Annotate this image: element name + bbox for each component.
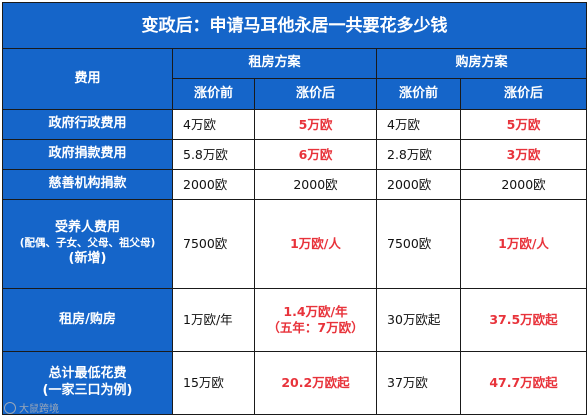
row-label: 租房/购房 (2, 287, 173, 352)
rent-before-cell: 2000欧 (172, 169, 255, 201)
fee-header: 费用 (2, 48, 173, 111)
rent-plan-header: 租房方案 (172, 48, 377, 80)
rent-after-cell: 5万欧 (254, 109, 377, 141)
row-label: 总计最低花费 (一家三口为例) (2, 350, 173, 416)
rent-after-header: 涨价后 (254, 78, 377, 111)
row-label-main: 总计最低花费 (48, 366, 127, 382)
buy-after-header: 涨价后 (459, 78, 588, 111)
table-row: 租房/购房 1万欧/年 1.4万欧/年 （五年：7万欧） 30万欧起 37.5万… (2, 287, 588, 352)
row-label: 政府行政费用 (2, 109, 173, 141)
buy-plan-header: 购房方案 (375, 48, 588, 80)
rent-before-cell: 7500欧 (172, 199, 255, 289)
table-row: 总计最低花费 (一家三口为例) 15万欧 20.2万欧起 37万欧 47.7万欧… (2, 350, 588, 416)
table-row: 慈善机构捐款 2000欧 2000欧 2000欧 2000欧 (2, 169, 588, 201)
row-label-main: 受养人费用 (54, 220, 120, 236)
rent-before-header: 涨价前 (172, 78, 255, 111)
rent-before-cell: 4万欧 (172, 109, 255, 141)
rent-after-note: （五年：7万欧） (267, 319, 364, 335)
rent-after-cell: 6万欧 (254, 139, 377, 171)
rent-before-cell: 5.8万欧 (172, 139, 255, 171)
buy-before-cell: 4万欧 (376, 109, 461, 141)
rent-after-cell: 1万欧/人 (254, 199, 377, 289)
row-label-sub2: (新增) (68, 250, 107, 266)
buy-after-cell: 1万欧/人 (459, 199, 588, 289)
buy-after-cell: 2000欧 (459, 169, 588, 201)
row-label: 慈善机构捐款 (2, 169, 173, 201)
table-row: 受养人费用 (配偶、子女、父母、祖父母) (新增) 7500欧 1万欧/人 75… (2, 199, 588, 289)
row-label: 受养人费用 (配偶、子女、父母、祖父母) (新增) (2, 199, 173, 289)
rent-after-cell: 20.2万欧起 (254, 350, 377, 416)
table-row: 政府捐款费用 5.8万欧 6万欧 2.8万欧 3万欧 (2, 139, 588, 171)
watermark: 大鼠跨境 (4, 400, 59, 415)
rent-before-cell: 1万欧/年 (172, 287, 255, 352)
table-row: 政府行政费用 4万欧 5万欧 4万欧 5万欧 (2, 109, 588, 141)
buy-before-header: 涨价前 (376, 78, 461, 111)
watermark-logo-icon (4, 401, 16, 414)
buy-before-cell: 2000欧 (376, 169, 461, 201)
buy-before-cell: 2.8万欧 (376, 139, 461, 171)
rent-after-cell: 1.4万欧/年 （五年：7万欧） (254, 287, 377, 352)
buy-before-cell: 37万欧 (376, 350, 461, 416)
buy-after-cell: 5万欧 (459, 109, 588, 141)
buy-before-cell: 7500欧 (376, 199, 461, 289)
row-label: 政府捐款费用 (2, 139, 173, 171)
buy-after-cell: 37.5万欧起 (459, 287, 588, 352)
buy-after-cell: 47.7万欧起 (459, 350, 588, 416)
rent-before-cell: 15万欧 (172, 350, 255, 416)
watermark-text: 大鼠跨境 (19, 404, 59, 415)
row-label-sub: (一家三口为例) (42, 382, 133, 398)
row-label-sub: (配偶、子女、父母、祖父母) (19, 237, 156, 250)
buy-before-cell: 30万欧起 (376, 287, 461, 352)
rent-after-main: 1.4万欧/年 (283, 303, 348, 319)
page-title: 变政后：申请马耳他永居一共要花多少钱 (1, 1, 588, 50)
buy-after-cell: 3万欧 (459, 139, 588, 171)
rent-after-cell: 2000欧 (254, 169, 377, 201)
